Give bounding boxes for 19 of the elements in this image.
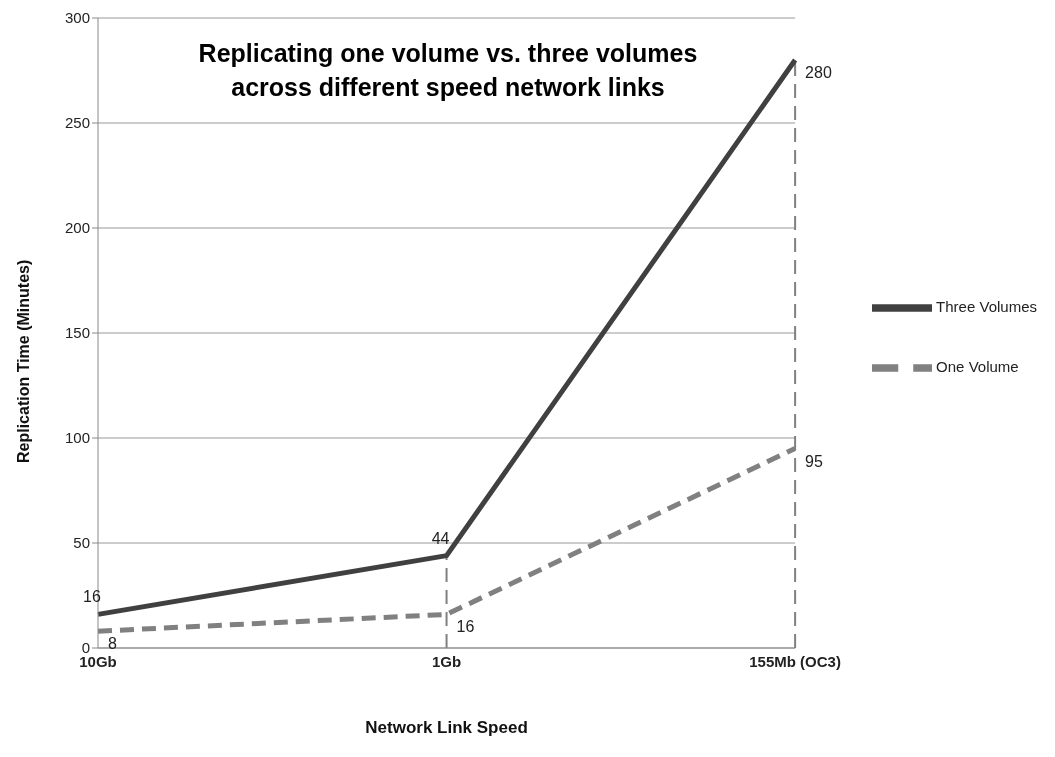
text: Replicating one volume vs. three volumes across different speed network links	[197, 38, 699, 103]
y-axis-title: Replication Time (Minutes)	[14, 259, 32, 463]
data-label: 44	[431, 529, 450, 547]
x-axis-title: Network Link Speed	[365, 718, 528, 737]
data-label: 16	[456, 618, 475, 636]
data-label: 8	[108, 635, 117, 653]
data-label: 16	[83, 588, 101, 606]
legend-label: One Volume	[936, 357, 1019, 375]
data-label: 280	[805, 64, 832, 81]
y-tick-label: 150	[64, 324, 90, 342]
y-tick-label: 300	[64, 9, 90, 27]
y-tick-label: 100	[64, 429, 90, 447]
legend-label: Three Volumes	[936, 297, 1037, 315]
y-tick-label: 200	[64, 219, 90, 237]
y-tick-label: 250	[64, 114, 90, 132]
y-tick-label: 50	[73, 534, 90, 552]
data-label: 95	[805, 452, 824, 470]
x-tick-label: 1Gb	[431, 652, 462, 670]
x-tick-label: 155Mb (OC3)	[749, 652, 841, 670]
